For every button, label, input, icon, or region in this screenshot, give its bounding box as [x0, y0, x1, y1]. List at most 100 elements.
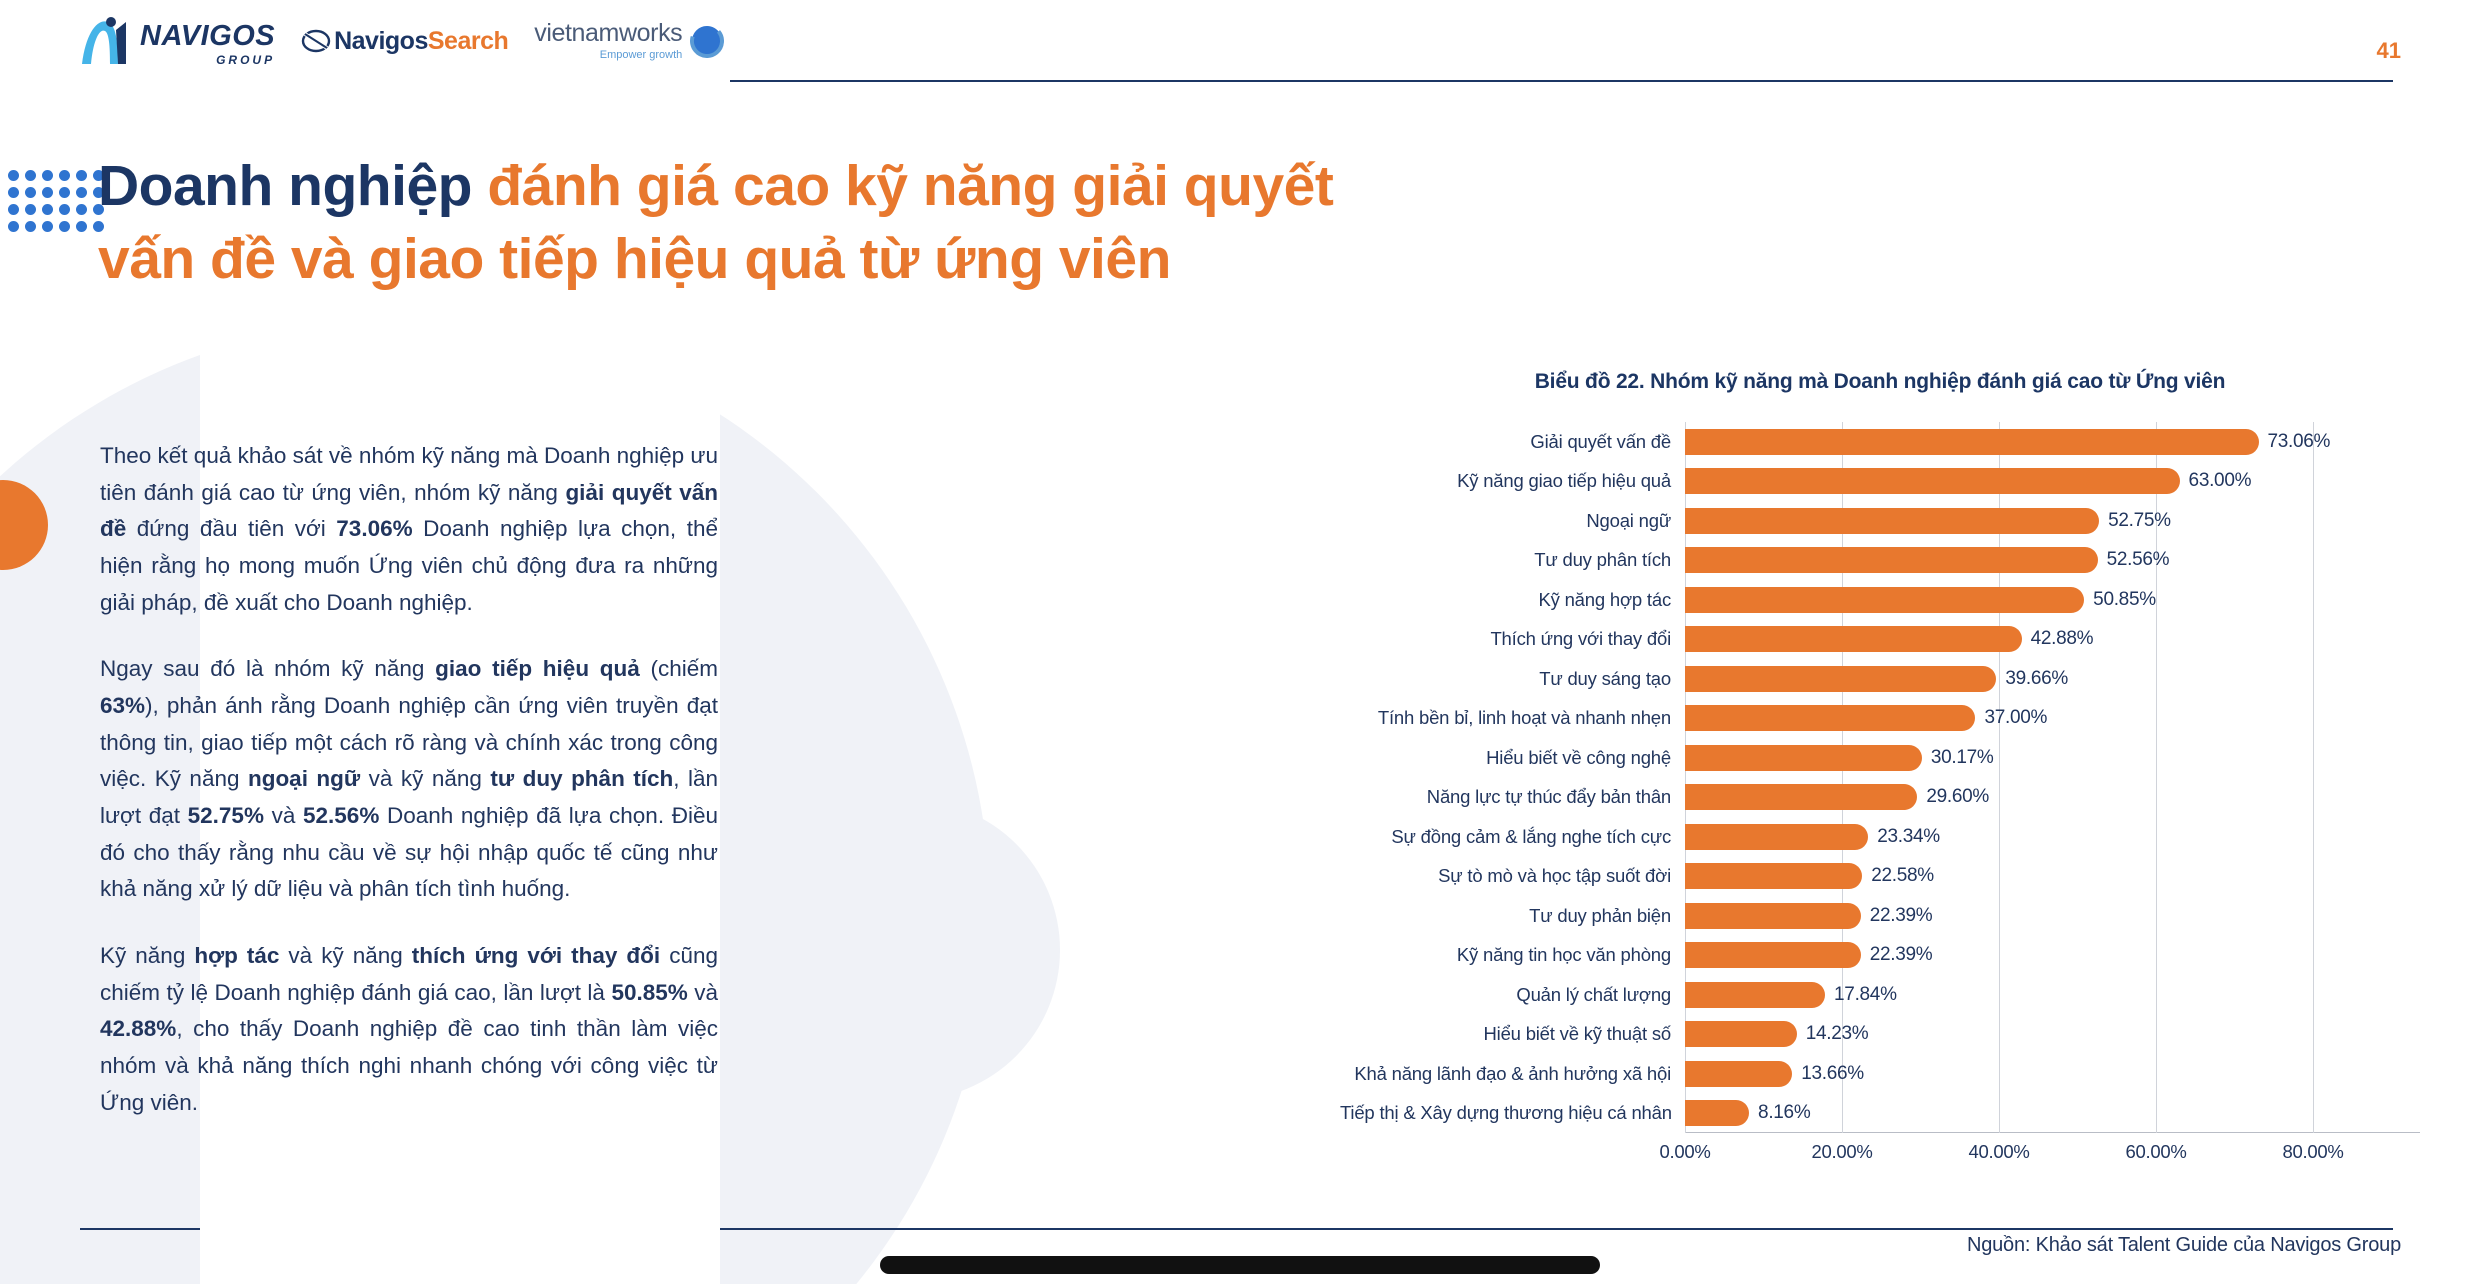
chart-category-label: Năng lực tự thúc đẩy bản thân	[1426, 786, 1671, 808]
chart-category-label: Tư duy phân tích	[1534, 549, 1671, 571]
navigos-search-globe-icon	[301, 29, 331, 53]
paragraph-1: Theo kết quả khảo sát về nhóm kỹ năng mà…	[100, 443, 718, 615]
chart-category-label: Tư duy phản biện	[1529, 904, 1671, 926]
paragraph-2: Ngay sau đó là nhóm kỹ năng giao tiếp hi…	[100, 656, 719, 902]
decorative-dot-grid	[8, 170, 110, 238]
chart-bar-row[interactable]: 73.06%	[1685, 422, 2420, 462]
chart-bar-row[interactable]: 29.60%	[1685, 778, 2420, 818]
vietnamworks-wordmark: vietnamworks Empower growth	[534, 21, 682, 61]
chart-bar-row[interactable]: 23.34%	[1685, 817, 2420, 857]
page-header: NAVIGOS GROUP NavigosSearch vietnamworks…	[0, 0, 2473, 108]
chart-bar[interactable]	[1685, 507, 2100, 534]
chart-category-row: Khả năng lãnh đạo & ảnh hưởng xã hội	[1340, 1054, 1671, 1094]
chart-bar-row[interactable]: 30.17%	[1685, 738, 2420, 778]
chart-bar-row[interactable]: 63.00%	[1685, 462, 2420, 502]
navigation-home-indicator[interactable]	[880, 1256, 1600, 1274]
chart-bar-value: 29.60%	[1926, 786, 1989, 808]
chart-bar-row[interactable]: 22.39%	[1685, 936, 2420, 976]
chart-bar[interactable]	[1685, 784, 1918, 811]
chart-bar[interactable]	[1685, 942, 1861, 969]
chart-bar[interactable]	[1685, 547, 2098, 574]
navigos-swoosh-icon	[82, 17, 126, 64]
header-divider	[730, 80, 2393, 82]
footer-divider	[80, 1228, 2393, 1230]
chart-bar-row[interactable]: 52.75%	[1685, 501, 2420, 541]
chart-category-row: Giải quyết vấn đề	[1340, 422, 1671, 462]
chart-bar-value: 50.85%	[2093, 588, 2156, 610]
chart-category-row: Sự tò mò và học tập suốt đời	[1340, 857, 1671, 897]
chart-category-label: Thích ứng với thay đổi	[1490, 628, 1671, 650]
chart-category-label: Giải quyết vấn đề	[1530, 430, 1671, 452]
chart-bar-row[interactable]: 42.88%	[1685, 620, 2420, 660]
chart-bar-value: 8.16%	[1758, 1102, 1811, 1124]
chart-bar-row[interactable]: 50.85%	[1685, 580, 2420, 620]
chart-category-label: Khả năng lãnh đạo & ảnh hưởng xã hội	[1354, 1062, 1671, 1084]
chart-bar-row[interactable]: 37.00%	[1685, 699, 2420, 739]
page-number: 41	[2376, 38, 2401, 63]
chart-category-row: Kỹ năng giao tiếp hiệu quả	[1340, 462, 1671, 502]
navigos-search-wordmark-b: Search	[427, 26, 509, 55]
chart-bar[interactable]	[1685, 1021, 1797, 1048]
chart-bar[interactable]	[1685, 1060, 1793, 1087]
chart-category-row: Năng lực tự thúc đẩy bản thân	[1340, 778, 1671, 818]
page-title-part-navy: Doanh nghiệp	[98, 154, 488, 218]
chart-bar[interactable]	[1685, 902, 1861, 929]
navigos-search-wordmark-a: Navigos	[334, 26, 428, 55]
vietnamworks-tagline: Empower growth	[599, 49, 683, 61]
chart-category-label: Sự tò mò và học tập suốt đời	[1438, 865, 1671, 887]
vietnamworks-logo: vietnamworks Empower growth	[534, 21, 725, 61]
chart-bar[interactable]	[1685, 1100, 1750, 1127]
logo-bar: NAVIGOS GROUP NavigosSearch vietnamworks…	[80, 16, 725, 66]
chart-bar[interactable]	[1685, 665, 1997, 692]
decorative-white-panel	[200, 320, 720, 1284]
chart-category-row: Tư duy phản biện	[1340, 896, 1671, 936]
chart-bar-row[interactable]: 22.39%	[1685, 896, 2420, 936]
chart-category-row: Kỹ năng tin học văn phòng	[1340, 936, 1671, 976]
chart-bar[interactable]	[1685, 705, 1976, 732]
chart-category-row: Kỹ năng hợp tác	[1340, 580, 1671, 620]
chart-bar-value: 42.88%	[2030, 628, 2094, 650]
navigos-wordmark-sub: GROUP	[216, 53, 276, 67]
chart-category-label: Tiếp thị & Xây dựng thương hiệu cá nhân	[1340, 1102, 1672, 1124]
chart-x-tick-label: 0.00%	[1659, 1141, 1711, 1162]
chart-bar[interactable]	[1685, 468, 2180, 495]
chart-bar[interactable]	[1685, 626, 2022, 653]
chart-bar[interactable]	[1685, 823, 1869, 850]
chart-category-label: Hiểu biết về công nghệ	[1486, 746, 1671, 768]
chart-bar-value: 22.39%	[1869, 904, 1933, 926]
chart-bar[interactable]	[1685, 744, 1922, 771]
navigos-group-logo: NAVIGOS GROUP	[80, 16, 275, 66]
chart-bar-value: 52.75%	[2108, 509, 2171, 531]
chart-bar-row[interactable]: 8.16%	[1685, 1094, 2420, 1134]
chart-bar-row[interactable]: 14.23%	[1685, 1015, 2420, 1055]
decorative-circle-small	[760, 800, 1060, 1100]
chart-bar-value: 63.00%	[2188, 470, 2252, 492]
page-title: Doanh nghiệp đánh giá cao kỹ năng giải q…	[98, 150, 1398, 296]
chart-category-label: Kỹ năng tin học văn phòng	[1456, 944, 1671, 966]
chart-bar-row[interactable]: 52.56%	[1685, 541, 2420, 581]
chart-category-label: Sự đồng cảm & lắng nghe tích cực	[1391, 825, 1671, 847]
chart-category-row: Quản lý chất lượng	[1340, 975, 1671, 1015]
chart-bar-value: 39.66%	[2005, 667, 2068, 689]
chart-x-tick-label: 80.00%	[2282, 1141, 2344, 1162]
chart-bar-row[interactable]: 22.58%	[1685, 857, 2420, 897]
chart-bar[interactable]	[1685, 981, 1826, 1008]
chart-category-label: Kỹ năng giao tiếp hiệu quả	[1457, 470, 1671, 492]
chart-bar-row[interactable]: 17.84%	[1685, 975, 2420, 1015]
chart-bar[interactable]	[1685, 863, 1863, 890]
chart-bar-row[interactable]: 13.66%	[1685, 1054, 2420, 1094]
chart-bar-value: 23.34%	[1877, 825, 1940, 847]
chart-bar[interactable]	[1685, 586, 2085, 613]
chart-bar-row[interactable]: 39.66%	[1685, 659, 2420, 699]
chart-x-tick-label: 20.00%	[1811, 1141, 1873, 1162]
navigos-wordmark: NAVIGOS GROUP	[140, 22, 276, 67]
chart-category-row: Tiếp thị & Xây dựng thương hiệu cá nhân	[1340, 1094, 1672, 1134]
chart-bar[interactable]	[1685, 428, 2259, 455]
chart-bar-value: 22.39%	[1869, 944, 1933, 966]
body-copy: Theo kết quả khảo sát về nhóm kỹ năng mà…	[100, 438, 718, 1121]
chart-category-row: Ngoại ngữ	[1340, 501, 1671, 541]
source-note: Nguồn: Khảo sát Talent Guide của Navigos…	[1966, 1234, 2401, 1256]
vietnamworks-swirl-icon	[690, 24, 725, 58]
chart-bar-value: 22.58%	[1871, 865, 1934, 887]
chart-container: Biểu đồ 22. Nhóm kỹ năng mà Doanh nghiệp…	[1340, 370, 2420, 1167]
